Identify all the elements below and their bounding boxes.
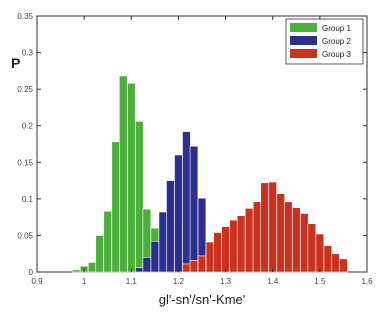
legend-swatch-3 bbox=[290, 49, 317, 58]
y-tick-label: 0.25 bbox=[17, 85, 33, 94]
x-tick-label: 1.2 bbox=[173, 277, 185, 286]
bar-series-3-bin-13 bbox=[276, 193, 285, 273]
legend-label-3: Group 3 bbox=[322, 50, 351, 59]
bar-series-3-bin-17 bbox=[307, 223, 317, 273]
bar-series-3-bin-14 bbox=[284, 201, 293, 273]
x-tick-label: 1.3 bbox=[220, 277, 232, 286]
bar-series-3-bin-6 bbox=[221, 226, 230, 273]
y-tick-label: 0.05 bbox=[17, 231, 33, 240]
x-tick-label: 1.4 bbox=[267, 277, 279, 286]
bar-series-1-bin-6 bbox=[111, 141, 120, 273]
y-tick-label: 0 bbox=[29, 268, 34, 277]
bar-series-3-bin-8 bbox=[236, 215, 246, 273]
bar-series-1-bin-4 bbox=[95, 235, 104, 273]
bar-series-3-bin-12 bbox=[268, 181, 277, 273]
bar-series-3-bin-10 bbox=[252, 201, 262, 273]
bar-series-1-bin-1 bbox=[71, 269, 81, 273]
legend-swatch-1 bbox=[290, 23, 317, 32]
bar-series-3-bin-5 bbox=[213, 232, 222, 273]
bar-series-3-bin-3 bbox=[197, 255, 207, 273]
y-tick-label: 0.35 bbox=[17, 12, 33, 21]
y-axis-label: P bbox=[11, 55, 20, 71]
bar-series-2-bin-7 bbox=[182, 131, 191, 273]
bar-series-3-bin-1 bbox=[182, 263, 191, 273]
bar-series-3-bin-9 bbox=[244, 208, 254, 273]
x-tick-label: 1.1 bbox=[126, 277, 138, 286]
x-tick-label: 0.9 bbox=[31, 277, 43, 286]
bar-series-3-bin-15 bbox=[292, 207, 301, 273]
bar-series-3-bin-21 bbox=[339, 258, 348, 273]
bar-series-3-bin-18 bbox=[315, 233, 325, 273]
bar-series-2-bin-8 bbox=[189, 145, 199, 273]
y-tick-label: 0.2 bbox=[22, 122, 34, 131]
x-axis: 0.9 1 1.1 1.2 1.3 1.4 1.5 1.6 bbox=[31, 16, 373, 286]
x-tick-label: 1 bbox=[82, 277, 87, 286]
bar-series-1-bin-3 bbox=[87, 262, 97, 273]
bar-series-1-bin-7 bbox=[119, 75, 128, 273]
bar-series-2-bin-4 bbox=[158, 211, 168, 273]
bar-series-3-bin-20 bbox=[331, 253, 340, 273]
legend-label-2: Group 2 bbox=[322, 37, 351, 46]
x-tick-label: 1.5 bbox=[314, 277, 326, 286]
bar-series-3-bin-4 bbox=[205, 241, 215, 273]
y-tick-label: 0.15 bbox=[17, 158, 33, 167]
legend-swatch-2 bbox=[290, 36, 317, 45]
bar-series-3-bin-7 bbox=[229, 219, 238, 273]
bars-layer bbox=[71, 75, 348, 273]
bar-series-3-bin-19 bbox=[323, 245, 333, 273]
bar-series-1-bin-9 bbox=[135, 121, 144, 273]
x-tick-label: 1.6 bbox=[361, 277, 373, 286]
bar-series-2-bin-3 bbox=[150, 240, 160, 273]
y-tick-label: 0.3 bbox=[22, 49, 34, 58]
bar-series-3-bin-2 bbox=[189, 259, 199, 273]
bar-series-1-bin-8 bbox=[127, 82, 136, 273]
legend-label-1: Group 1 bbox=[322, 24, 351, 33]
y-tick-label: 0.1 bbox=[22, 195, 34, 204]
x-axis-label: gl'-sn'/sn'-Kme' bbox=[159, 292, 246, 307]
bar-series-3-bin-11 bbox=[260, 182, 269, 273]
bar-series-3-bin-16 bbox=[300, 213, 309, 273]
bar-series-2-bin-1 bbox=[135, 267, 144, 273]
bar-series-2-bin-6 bbox=[174, 154, 183, 273]
bar-series-2-bin-5 bbox=[166, 180, 175, 273]
legend: Group 1 Group 2 Group 3 bbox=[285, 18, 364, 65]
bar-series-2-bin-2 bbox=[142, 257, 152, 273]
bar-series-1-bin-5 bbox=[103, 210, 112, 273]
y-axis: 0 0.05 0.1 0.15 0.2 0.25 0.3 0.35 bbox=[17, 12, 367, 277]
